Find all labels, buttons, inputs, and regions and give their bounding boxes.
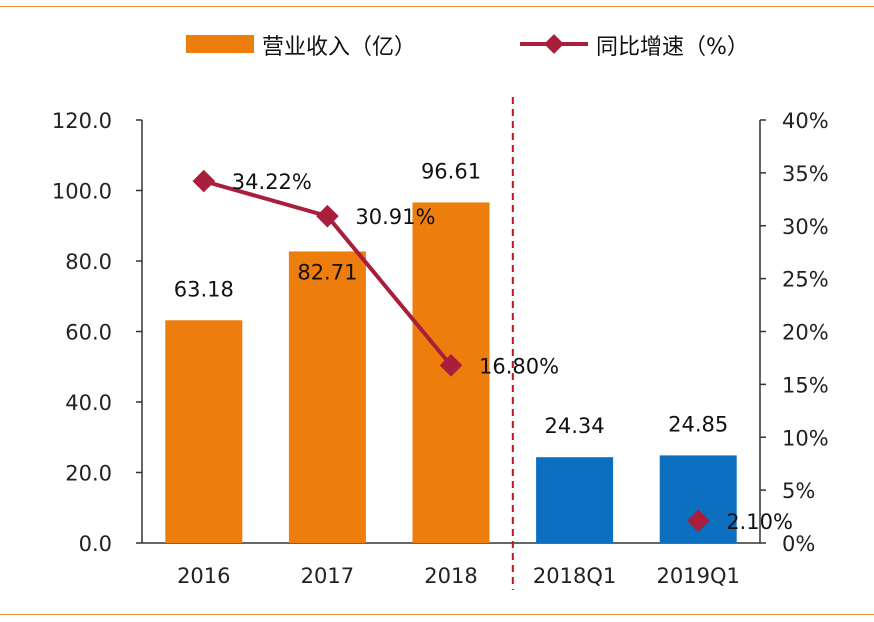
growth-value-label-2016: 34.22%	[232, 170, 312, 194]
legend-swatch-growth-marker	[544, 34, 564, 54]
data-labels: 63.18 82.71 96.61 24.34 24.85 34.22% 30.91% 16.…	[174, 159, 793, 533]
legend-label-growth: 同比增速（%）	[596, 35, 749, 60]
bar-value-label-2018: 96.61	[421, 159, 481, 183]
legend-label-revenue: 营业收入（亿）	[262, 35, 416, 60]
left-tick-label: 60.0	[65, 321, 112, 345]
right-tick-label: 25%	[782, 268, 829, 292]
right-tick-label: 40%	[782, 109, 829, 133]
bar-2017	[288, 251, 366, 543]
growth-value-label-2019Q1: 2.10%	[726, 510, 793, 534]
x-tick-label-2019Q1: 2019Q1	[657, 564, 740, 588]
bar-2018Q1	[536, 457, 614, 543]
growth-marker-2016	[192, 169, 216, 193]
legend: 营业收入（亿） 同比增速（%）	[186, 34, 749, 60]
right-tick-label: 10%	[782, 426, 829, 450]
right-tick-label: 30%	[782, 215, 829, 239]
bar-series	[165, 202, 737, 543]
x-tick-label-2017: 2017	[301, 564, 354, 588]
left-tick-label: 120.0	[52, 109, 112, 133]
growth-value-label-2017: 30.91%	[355, 205, 435, 229]
growth-marker-2019Q1	[686, 509, 710, 533]
bar-value-label-2017: 82.71	[297, 260, 357, 284]
left-axis: 0.0 20.0 40.0 60.0 80.0 100.0 120.0	[52, 109, 760, 556]
top-rule	[0, 6, 874, 7]
x-axis-tick-labels: 2016 2017 2018 2018Q1 2019Q1	[177, 564, 740, 588]
legend-swatch-revenue	[186, 35, 254, 53]
bar-value-label-2016: 63.18	[174, 277, 234, 301]
right-tick-label: 5%	[782, 479, 815, 503]
left-tick-label: 0.0	[79, 532, 112, 556]
left-tick-label: 40.0	[65, 391, 112, 415]
bar-value-label-2019Q1: 24.85	[668, 412, 728, 436]
right-axis: 0% 5% 10% 15% 20% 25% 30% 35% 40%	[759, 109, 829, 556]
growth-value-label-2018: 16.80%	[479, 354, 559, 378]
x-tick-label-2016: 2016	[177, 564, 230, 588]
bar-2016	[165, 320, 243, 543]
bottom-rule	[0, 614, 874, 615]
left-tick-label: 100.0	[52, 180, 112, 204]
right-tick-label: 20%	[782, 321, 829, 345]
right-tick-label: 35%	[782, 162, 829, 186]
right-tick-label: 15%	[782, 373, 829, 397]
x-tick-label-2018: 2018	[424, 564, 477, 588]
x-tick-label-2018Q1: 2018Q1	[533, 564, 616, 588]
left-tick-label: 20.0	[65, 462, 112, 486]
growth-marker-2018	[439, 354, 463, 377]
right-tick-label: 0%	[782, 532, 815, 556]
bar-value-label-2018Q1: 24.34	[545, 414, 605, 438]
left-tick-label: 80.0	[65, 250, 112, 274]
